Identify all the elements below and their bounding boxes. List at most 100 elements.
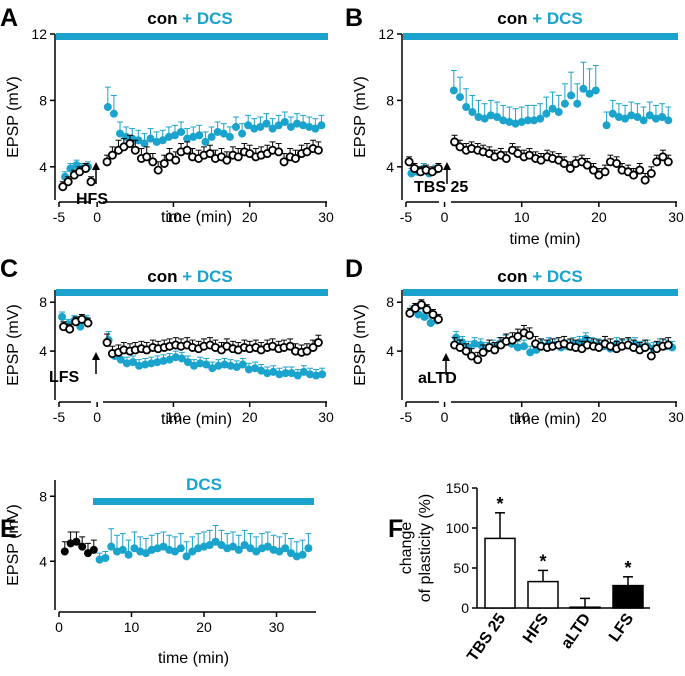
data-point [65,324,75,334]
data-point [633,113,642,121]
x-tick-label-e: 10 [124,619,140,635]
y-axis-label-f-line2: of plasticity (%) [417,494,434,602]
data-point [208,364,217,373]
y-tick-label-e: 4 [39,553,47,569]
data-point [116,129,125,138]
y-axis-label-a: EPSP (mV) [5,76,22,158]
data-point [405,308,415,318]
data-point [293,119,302,128]
data-point [274,147,284,157]
data-point [240,541,249,549]
dcs-bar-e [93,498,314,505]
data-point [548,104,557,113]
data-point [84,549,92,558]
data-point [523,116,532,125]
data-point [58,312,67,321]
data-point [205,541,214,549]
data-point [159,542,168,551]
data-point [317,121,326,130]
data-point [195,131,204,140]
x-tick-label-e: 20 [196,619,212,635]
data-point [256,122,265,131]
data-point [268,124,277,133]
panel-letter-b: B [345,4,363,32]
stimulus-label-a: HFS [76,191,108,208]
data-point [130,145,140,155]
data-point [560,99,569,108]
x-tick-label-c: 20 [242,409,258,425]
data-point [102,338,112,348]
data-point [536,114,545,123]
panel-f: F 0 50 100 150 change of plasticity (%) * TBS 25… [388,480,650,665]
stimulus-label-d: aLTD [418,370,457,387]
bar-tbs-25 [484,537,516,609]
data-point [524,330,534,340]
x-axis-label-e: time (min) [158,650,229,667]
data-point [287,549,295,558]
data-point [109,109,118,118]
data-point [234,545,243,554]
data-point [152,137,161,146]
data-point [308,342,318,352]
stimulus-label-c: LFS [49,369,80,386]
data-point [246,544,255,553]
condition-dcs-label: DCS [186,475,222,494]
data-point [299,121,308,130]
data-point [318,370,327,379]
data-point [582,160,592,170]
data-point [103,103,112,112]
x-tick-label-c: 10 [166,409,182,425]
data-point [449,86,458,95]
data-point [140,139,149,148]
bar-lfs [612,584,644,609]
data-point [513,343,522,352]
x-axis-label-b: time (min) [509,231,580,248]
data-point [554,108,563,117]
data-point [585,89,594,98]
condition-con-label: con [147,9,182,28]
data-point [238,360,247,369]
significance-star: * [624,558,631,578]
data-point [257,366,266,375]
data-point [279,157,289,167]
dcs-bar-a [56,33,328,40]
y-tick-label-a: 8 [39,92,47,108]
data-point [280,117,289,126]
data-point [122,359,131,368]
data-point [107,542,116,551]
stimulus-arrow-icon [442,353,450,361]
data-point [263,542,272,551]
series-con-b [404,134,673,185]
data-point [182,145,192,155]
data-point [313,145,323,155]
y-tick-label-a: 12 [31,26,47,42]
condition-dcs-label: + DCS [532,267,583,286]
data-point [158,136,167,145]
data-point [124,550,133,559]
panel-letter-a: A [0,4,18,32]
x-tick-label-d: 10 [514,409,530,425]
data-point [89,545,98,554]
condition-label-a: con + DCS [147,9,233,28]
data-point [182,552,191,561]
data-point [134,136,143,145]
data-point [176,544,185,553]
bar-altd [569,606,601,609]
data-point [530,116,539,125]
data-point [627,111,636,120]
data-point [646,351,656,361]
data-point [602,121,611,130]
data-point [663,157,673,167]
data-point [281,369,290,378]
x-tick-label-d: 0 [441,409,449,425]
data-point [600,167,610,177]
data-point [219,129,228,138]
data-point [142,549,150,558]
series-dcs-a [61,86,326,181]
data-point [177,127,186,136]
data-point [153,358,162,367]
data-point [213,127,222,136]
data-point [559,158,569,168]
